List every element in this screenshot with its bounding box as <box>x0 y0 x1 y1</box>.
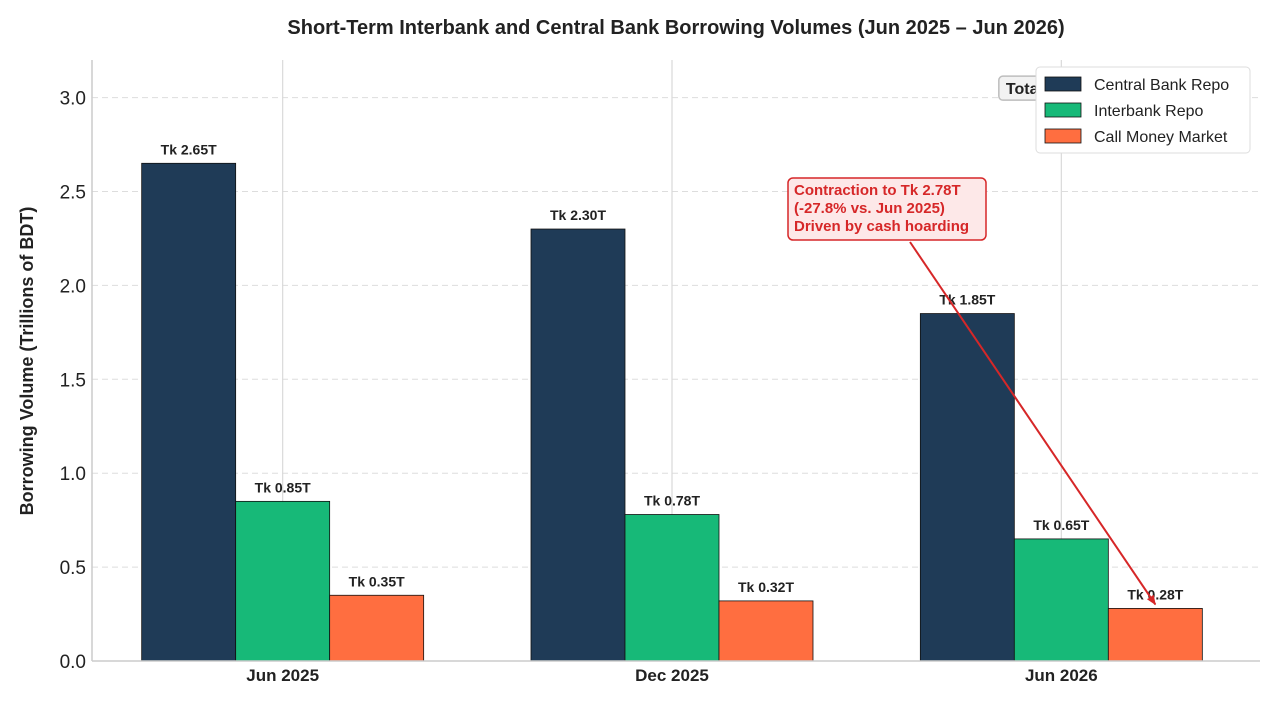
y-tick-label: 0.5 <box>60 558 86 579</box>
y-tick-label: 2.0 <box>60 276 86 297</box>
bar-value-label: Tk 0.65T <box>1033 517 1089 533</box>
x-tick-label: Dec 2025 <box>635 666 709 685</box>
annotation-box <box>787 177 987 241</box>
legend-label: Call Money Market <box>1094 129 1228 146</box>
axes-layer: 0.0 0.5 1.0 1.5 2.0 2.5 3.0 Jun 2025 Dec 2025 Jun… <box>60 60 1260 685</box>
chart-title: Short-Term Interbank and Central Bank Bo… <box>287 17 1064 39</box>
legend-swatch <box>1044 102 1082 118</box>
bar-value-label: Tk 1.85T <box>939 292 995 308</box>
bar-value-label: Tk 2.65T <box>161 141 217 157</box>
annotation-text-line: (-27.8% vs. Jun 2025) <box>794 200 945 217</box>
annotation-arrow <box>909 241 1157 606</box>
bar <box>624 514 720 662</box>
bar <box>530 228 626 662</box>
bar <box>919 313 1015 662</box>
legend-label: Central Bank Repo <box>1094 77 1229 94</box>
bar-value-label: Tk 0.28T <box>1127 586 1183 602</box>
grid-layer <box>92 60 1260 661</box>
y-tick-label: 0.0 <box>60 652 86 673</box>
bar <box>329 594 425 662</box>
annotation-text-line: Driven by cash hoarding <box>794 218 969 235</box>
legend-swatch <box>1044 128 1082 144</box>
labels-layer: Tk 2.65T Tk 0.85T Tk 0.35T Tk 2.30T Tk 0.78T… <box>161 141 1184 602</box>
bar-value-label: Tk 0.32T <box>738 579 794 595</box>
bar-value-label: Tk 2.30T <box>550 207 606 223</box>
legend-swatch <box>1044 76 1082 92</box>
legend-frame <box>1035 66 1251 154</box>
bar-value-label: Tk 0.78T <box>644 493 700 509</box>
y-tick-label: 2.5 <box>60 182 86 203</box>
bars-layer <box>141 162 1203 662</box>
y-tick-label: 1.5 <box>60 370 86 391</box>
y-tick-label: 3.0 <box>60 89 86 110</box>
bar <box>718 600 814 662</box>
annotation-text-line: Contraction to Tk 2.78T <box>794 182 961 199</box>
bar-value-label: Tk 0.35T <box>349 573 405 589</box>
bar <box>1013 538 1109 662</box>
x-tick-label: Jun 2026 <box>1025 666 1098 685</box>
legend: Central Bank Repo Interbank Repo Call Mone… <box>1035 66 1251 154</box>
legend-label: Interbank Repo <box>1094 103 1204 120</box>
bar <box>235 500 331 662</box>
y-axis-label: Borrowing Volume (Trillions of BDT) <box>17 207 37 516</box>
bar <box>141 162 237 662</box>
y-tick-label: 1.0 <box>60 464 86 485</box>
bar <box>1107 608 1203 662</box>
x-tick-label: Jun 2025 <box>246 666 319 685</box>
annotation-layer: Contraction to Tk 2.78T(-27.8% vs. Jun 2… <box>787 177 1157 606</box>
bar-value-label: Tk 0.85T <box>255 479 311 495</box>
